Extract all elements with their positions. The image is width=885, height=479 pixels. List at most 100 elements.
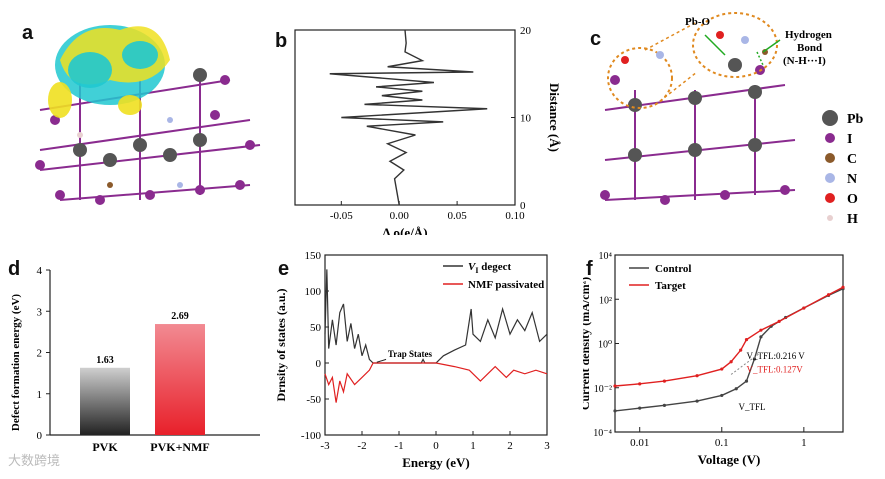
legend-label-f-1: Target [655,280,686,292]
x-axis-label-f: Voltage (V) [698,452,761,467]
x-tick-label-b: 0.00 [390,210,410,222]
series-point-f [739,348,743,352]
annotation-vtfl-control: V_TFL:0.216 V [746,351,805,361]
series-line-e-0 [324,269,548,364]
series-point-f [720,367,724,371]
series-point-f [638,406,642,410]
y-tick-label-d: 2 [37,348,43,360]
y-tick-label-f: 10² [599,295,612,306]
series-line-f-1 [614,286,844,387]
y-tick-label-b: 10 [520,113,532,125]
series-point-f [638,382,642,386]
series-point-f [720,393,724,398]
series-point-f [662,379,667,383]
annotation-trap-states: Trap States [388,349,433,359]
x-tick-label-e: 2 [507,440,513,452]
annotation-hbond-1: Hydrogen [785,29,832,41]
panel-label-e: e [278,258,290,280]
y-tick-label-e: -50 [306,394,321,406]
legend-c-label-h: H [847,212,858,227]
bar-d-1 [155,324,205,435]
y-tick-label-f: 10⁻⁴ [593,428,612,439]
legend-c-label-pb: Pb [847,112,864,127]
x-tick-label-b: 0.05 [447,210,467,222]
panel-label-d: d [8,258,21,280]
bar-value-label-d: 2.69 [171,311,189,322]
annotation-hbond-3: (N-H···I) [783,55,826,67]
series-line-b [329,29,488,206]
bar-d-0 [80,367,130,435]
y-tick-label-e: 100 [305,286,322,298]
annotation-arrow-e [376,358,387,363]
y-tick-label-b: 0 [520,200,526,212]
x-category-label-d: PVK+NMF [150,440,210,454]
y-axis-label-b: Distance (Å) [547,83,562,152]
series-point-f [734,387,738,391]
y-axis-label-f: Current density (mA/cm²) [583,277,592,410]
annotation-vtfl-target: V_TFL:0.127V [746,364,803,374]
panel-label-a: a [22,22,34,44]
x-tick-label-b: 0.10 [505,210,525,222]
x-category-label-d: PVK [92,440,118,454]
series-point-f [729,360,733,364]
legend-v: V [468,261,477,273]
chart-e: -3 -2 -1 0 1 2 3 -100 -50 0 50 100 150 Energy (eV) Drn… [275,250,550,470]
structure-a-image [35,25,261,205]
y-tick-label-e: 0 [316,358,322,370]
annotation-vtfl-label: V_TFL [739,402,766,412]
x-tick-label-f: 0.1 [715,437,729,449]
y-axis-label-e: Drnsity of states (a.u.) [275,289,288,402]
y-tick-label-b: 20 [520,25,532,37]
watermark: 大数跨境 [8,454,61,469]
y-tick-label-f: 10⁻² [594,384,612,395]
annotation-pb-o: Pb-O [685,16,711,28]
plot-frame-f [614,254,844,433]
y-tick-label-e: 150 [305,250,322,262]
series-point-f [802,306,806,310]
x-tick-label-e: -1 [394,440,403,452]
x-tick-label-f: 1 [801,437,807,449]
y-tick-label-d: 0 [37,430,43,442]
x-tick-label-e: 0 [433,440,439,452]
legend-rest: degect [478,261,511,273]
legend-c-label-n: N [847,172,857,187]
x-tick-label-b: -0.05 [330,210,353,222]
series-point-f [752,357,757,361]
series-line-e-1 [324,362,548,403]
x-tick-label-e: 3 [544,440,550,452]
legend-c-marker-c [825,153,835,163]
chart-f: 0.01 0.1 1 10⁻⁴ 10⁻² 10⁰ 10² 10⁴ Voltage (V) Curr… [583,251,845,467]
series-point-f [759,328,763,332]
y-tick-label-d: 3 [37,306,43,318]
y-tick-label-f: 10⁰ [598,340,612,351]
y-tick-label-e: 50 [310,322,322,334]
panel-label-c: c [590,28,602,50]
panel-label-b: b [275,30,288,52]
x-tick-label-e: -3 [320,440,330,452]
y-tick-label-e: -100 [301,430,322,442]
series-point-f [695,374,699,378]
series-point-f [613,409,617,413]
legend-sub: I [475,266,478,275]
bar-value-label-d: 1.63 [96,355,114,366]
series-point-f [744,379,749,383]
y-axis-label-d: Defect formation energy (eV) [10,294,22,431]
annotation-hbond-2: Bond [797,42,822,54]
y-tick-label-d: 1 [37,389,43,401]
legend-c-marker-h [827,215,833,221]
x-tick-label-e: 1 [470,440,476,452]
legend-c-marker-i [825,133,835,143]
x-axis-label-b: Δ ρ(e/Å) [382,225,427,235]
series-point-f [695,399,699,403]
chart-b: -0.05 0.00 0.05 0.100 10 20 Δ ρ(e/Å) Distance (… [294,25,562,235]
legend-label-f-0: Control [655,263,691,275]
legend-c-label-o: O [847,192,858,207]
y-tick-label-d: 4 [37,265,43,277]
y-tick-label-f: 10⁴ [599,251,613,262]
legend-c-marker-pb [822,110,838,126]
legend-c-label-i: I [847,132,852,147]
x-tick-label-e: -2 [357,440,366,452]
legend-c-label-c: C [847,152,857,167]
series-point-f [613,384,617,388]
